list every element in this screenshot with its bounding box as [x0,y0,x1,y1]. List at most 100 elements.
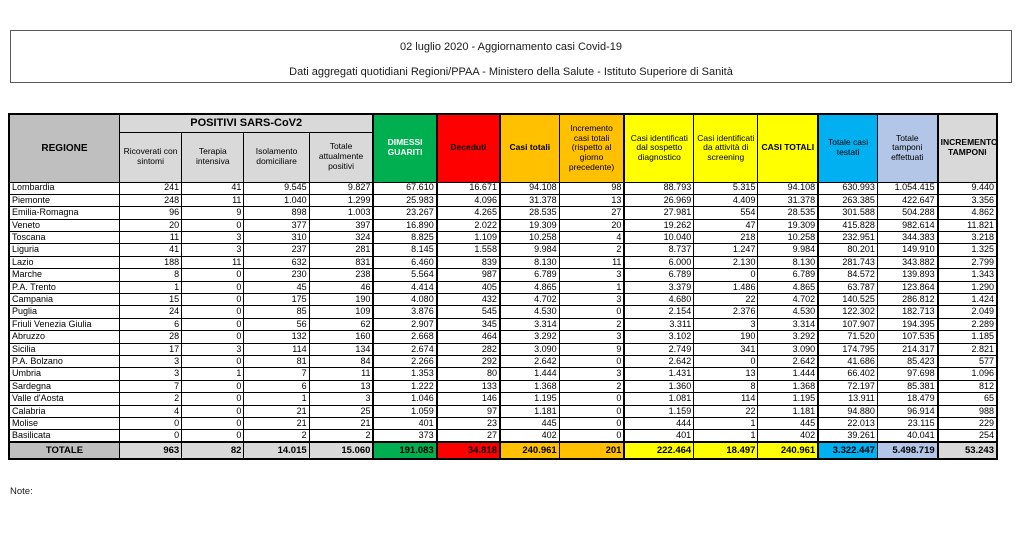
value-cell: 6.789 [623,268,695,282]
column-header-totale-casi-testati: Totale casi testati [817,113,878,183]
value-cell: 397 [308,218,374,233]
value-cell: 11 [308,367,374,381]
value-cell: 237 [243,243,310,257]
value-cell: 84 [308,354,374,369]
value-cell: 432 [435,292,501,307]
value-cell: 47 [693,218,759,233]
value-cell: 4.530 [757,305,820,319]
value-cell: 6 [118,317,183,332]
value-cell: 4 [558,231,625,245]
value-cell: 577 [936,354,998,369]
value-cell: 839 [435,255,501,270]
value-cell: 1.444 [757,367,820,381]
value-cell: 982.614 [876,218,939,233]
value-cell: 96.914 [876,404,939,418]
value-cell: 27 [435,429,501,443]
value-cell: 9.827 [308,181,374,195]
value-cell: 445 [498,416,560,431]
value-cell: 80.201 [817,243,878,257]
header-group-row: REGIONE POSITIVI SARS-CoV2 DIMESSI GUARI… [8,113,998,183]
table-row: Marche 8 0 230 238 5.564 987 6.789 3 6.789 0 6.789 8… [8,268,998,282]
value-cell: 1.444 [498,367,560,381]
value-cell: 7 [243,367,310,381]
value-cell: 1.343 [936,268,998,282]
value-cell: 3 [693,317,759,332]
value-cell: 988 [936,404,998,418]
column-header-isolamento-domiciliare: Isolamento domiciliare [243,131,310,183]
value-cell: 9.545 [243,181,310,195]
value-cell: 2 [558,379,625,394]
value-cell: 94.880 [817,404,878,418]
value-cell: 16.890 [372,218,438,233]
value-cell: 13 [308,379,374,394]
value-cell: 0 [558,416,625,431]
value-cell: 3 [118,354,183,369]
value-cell: 25 [308,404,374,418]
value-cell: 0 [181,317,245,332]
value-cell: 188 [118,255,183,270]
value-cell: 4.080 [372,292,438,307]
value-cell: 1.003 [308,206,374,220]
value-cell: 1.424 [936,292,998,307]
value-cell: 15 [118,292,183,307]
value-cell: 6.789 [757,268,820,282]
value-cell: 218 [693,231,759,245]
value-cell: 11 [558,255,625,270]
column-header-casi-sospetto-diagnostico: Casi identificati dal sospetto diagnosti… [623,113,695,183]
value-cell: 344.383 [876,231,939,245]
region-name-cell: Lazio [8,255,120,270]
region-name-cell: Toscana [8,231,120,245]
value-cell: 24 [118,305,183,319]
value-cell: 28.535 [757,206,820,220]
value-cell: 6.789 [498,268,560,282]
value-cell: 190 [693,330,759,344]
value-cell: 2 [118,392,183,406]
value-cell: 71.520 [817,330,878,344]
value-cell: 114 [243,342,310,356]
value-cell: 9.984 [498,243,560,257]
value-cell: 67.610 [372,181,438,195]
value-cell: 2.799 [936,255,998,270]
value-cell: 3 [558,330,625,344]
value-cell: 66.402 [817,367,878,381]
value-cell: 84.572 [817,268,878,282]
value-cell: 415.828 [817,218,878,233]
value-cell: 324 [308,231,374,245]
value-cell: 3.379 [623,280,695,295]
value-cell: 1.325 [936,243,998,257]
value-cell: 1.059 [372,404,438,418]
value-cell: 2.130 [693,255,759,270]
value-cell: 4.530 [498,305,560,319]
table-row: Puglia 24 0 85 109 3.876 545 4.530 0 2.154 2.376 4.… [8,305,998,319]
value-cell: 9 [181,206,245,220]
value-cell: 41.686 [817,354,878,369]
value-cell: 2.154 [623,305,695,319]
value-cell: 18.479 [876,392,939,406]
value-cell: 0 [181,305,245,319]
value-cell: 41 [181,181,245,195]
value-cell: 343.882 [876,255,939,270]
value-cell: 4.680 [623,292,695,307]
value-cell: 175 [243,292,310,307]
value-cell: 373 [372,429,438,443]
value-cell: 56 [243,317,310,332]
total-value-cell: 14.015 [243,441,310,460]
value-cell: 1 [181,367,245,381]
value-cell: 2.289 [936,317,998,332]
value-cell: 133 [435,379,501,394]
value-cell: 2.642 [498,354,560,369]
value-cell: 31.378 [757,193,820,208]
value-cell: 4.865 [757,280,820,295]
region-name-cell: Friuli Venezia Giulia [8,317,120,332]
total-label-cell: TOTALE [8,441,120,460]
value-cell: 554 [693,206,759,220]
value-cell: 4 [118,404,183,418]
region-name-cell: Lombardia [8,181,120,195]
value-cell: 238 [308,268,374,282]
value-cell: 401 [372,416,438,431]
value-cell: 21 [243,404,310,418]
value-cell: 402 [498,429,560,443]
value-cell: 1 [558,280,625,295]
bulletin-subtitle: Dati aggregati quotidiani Regioni/PPAA -… [289,66,733,78]
value-cell: 4.409 [693,193,759,208]
